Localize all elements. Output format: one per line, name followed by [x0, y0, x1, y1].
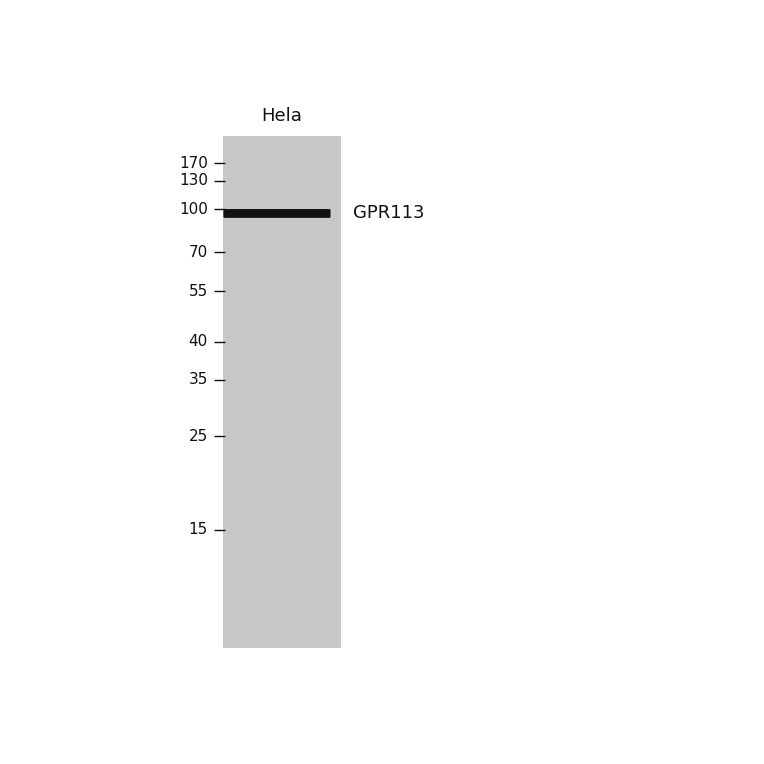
FancyBboxPatch shape: [223, 209, 331, 218]
Text: 130: 130: [179, 173, 208, 188]
Text: 70: 70: [189, 244, 208, 260]
Text: 35: 35: [189, 372, 208, 387]
Text: 15: 15: [189, 523, 208, 537]
Bar: [223, 136, 342, 648]
Text: 55: 55: [189, 283, 208, 299]
Text: GPR113: GPR113: [353, 205, 425, 222]
Text: 40: 40: [189, 334, 208, 349]
Text: 25: 25: [189, 429, 208, 444]
Text: Hela: Hela: [261, 108, 303, 125]
Text: 170: 170: [179, 156, 208, 171]
Text: 100: 100: [179, 202, 208, 217]
